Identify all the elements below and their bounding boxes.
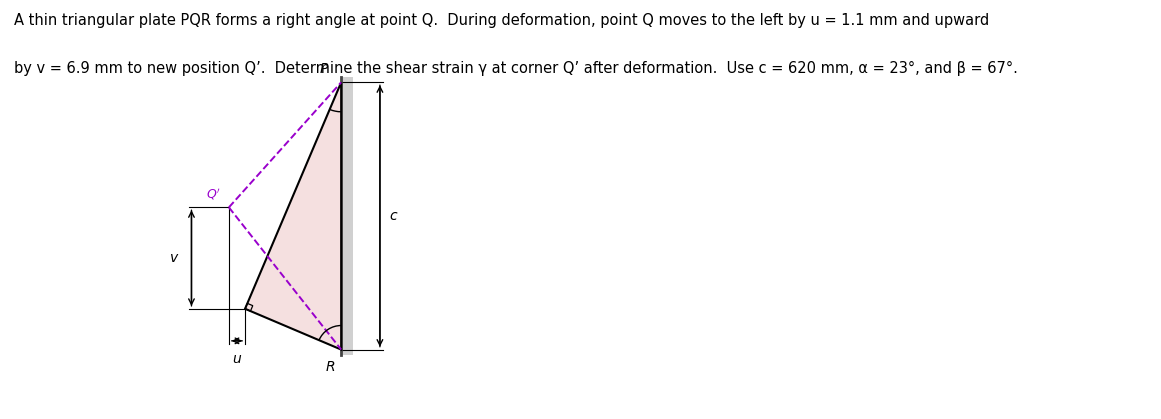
Text: $c$: $c$ [389, 209, 398, 223]
Text: by v = 6.9 mm to new position Q’.  Determine the shear strain γ at corner Q’ aft: by v = 6.9 mm to new position Q’. Determ… [14, 61, 1018, 76]
Text: $Q$: $Q$ [247, 290, 260, 305]
Text: $\alpha$: $\alpha$ [327, 116, 338, 130]
Text: $v$: $v$ [170, 251, 180, 265]
Text: $u$: $u$ [232, 352, 241, 365]
Bar [341, 77, 353, 355]
Text: $Q'$: $Q'$ [205, 186, 221, 202]
Text: A thin triangular plate PQR forms a right angle at point Q.  During deformation,: A thin triangular plate PQR forms a righ… [14, 13, 989, 28]
Polygon shape [245, 83, 341, 349]
Text: $\beta$: $\beta$ [316, 310, 326, 328]
Text: $P$: $P$ [319, 62, 330, 76]
Text: $R$: $R$ [325, 360, 336, 374]
